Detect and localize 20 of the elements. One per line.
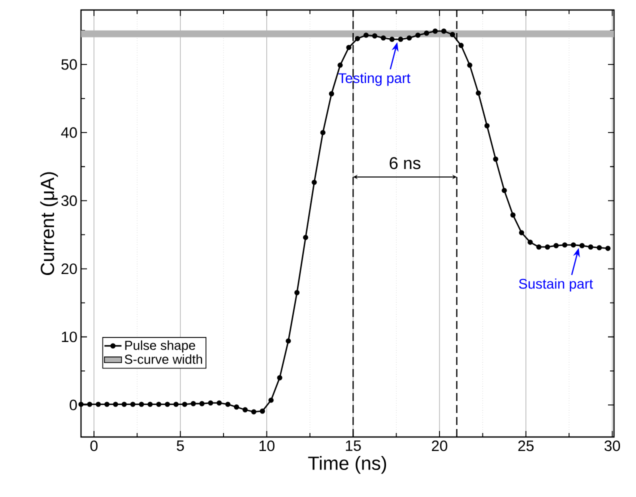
y-tick-label: 20 <box>62 263 77 274</box>
legend-label: S-curve width <box>124 354 202 364</box>
y-tick-label: 0 <box>70 400 77 410</box>
legend-label: Pulse shape <box>125 340 196 353</box>
y-tick-label: 50 <box>61 59 77 70</box>
x-tick-label: 0 <box>90 440 98 452</box>
y-tick-label: 30 <box>61 195 77 206</box>
x-tick-label: 20 <box>432 440 448 452</box>
x-axis-title: Time (ns) <box>308 456 386 474</box>
x-tick-label: 30 <box>604 440 620 452</box>
annotation: 6 ns <box>390 157 420 170</box>
y-tick-label: 40 <box>61 127 77 138</box>
x-tick-label: 15 <box>346 440 361 451</box>
x-tick-label: 25 <box>518 440 534 452</box>
x-tick-label: 5 <box>176 440 184 451</box>
y-axis-title: Current (μA) <box>40 172 58 275</box>
y-tick-label: 10 <box>62 332 77 342</box>
x-tick-label: 10 <box>260 440 274 452</box>
annotation: Testing part <box>338 72 410 86</box>
annotation: Sustain part <box>519 278 593 292</box>
